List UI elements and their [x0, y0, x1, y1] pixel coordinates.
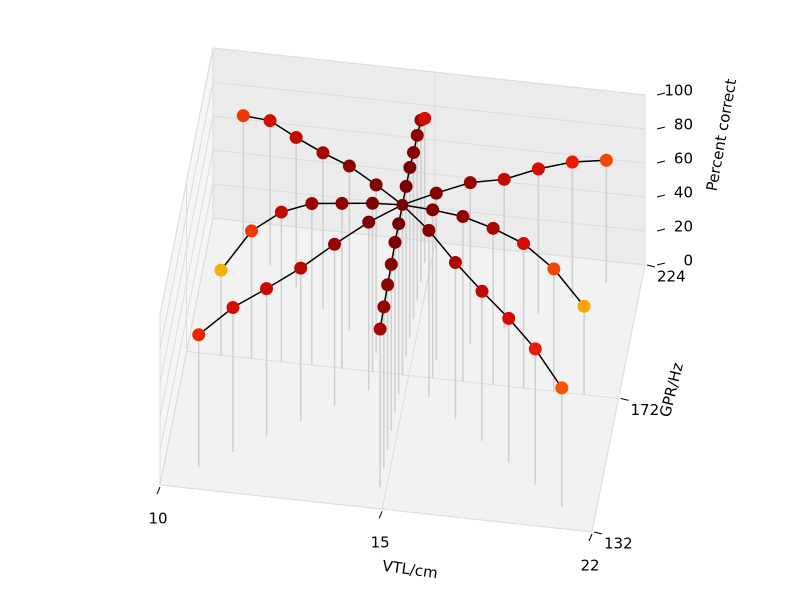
point [260, 282, 274, 296]
point [599, 153, 613, 167]
x-tick [378, 510, 383, 519]
point [214, 263, 228, 277]
x-tick-label: 22 [580, 557, 599, 575]
point [381, 278, 395, 292]
point [388, 235, 402, 249]
point [565, 155, 579, 169]
point [342, 159, 356, 173]
point [362, 215, 376, 229]
center-point [396, 198, 409, 211]
point [463, 176, 477, 190]
point [192, 328, 206, 342]
z-tick-label: 40 [674, 184, 693, 202]
z-tick [656, 92, 666, 96]
point [274, 205, 288, 219]
z-tick-label: 100 [664, 82, 693, 100]
z-tick [656, 228, 666, 232]
z-axis-label: Percent correct [703, 77, 740, 192]
point [289, 130, 303, 144]
point [236, 109, 250, 123]
point [531, 162, 545, 176]
x-tick [156, 486, 161, 495]
point [377, 300, 391, 314]
grid-line [159, 183, 214, 452]
z-tick [656, 160, 666, 164]
point [399, 179, 413, 193]
x-tick [588, 533, 593, 542]
plot-area [192, 109, 613, 507]
z-tick [656, 194, 666, 198]
point [517, 237, 531, 251]
point [456, 210, 470, 224]
point [486, 221, 500, 235]
y-tick-label: 132 [604, 535, 633, 553]
point [328, 237, 342, 251]
point [403, 161, 417, 175]
grid-line [159, 81, 214, 350]
point [263, 114, 277, 128]
point [555, 381, 569, 395]
z-tick-label: 80 [674, 116, 693, 134]
point [497, 172, 511, 186]
z-tick-label: 0 [683, 252, 693, 270]
point [418, 111, 432, 125]
point [373, 322, 387, 336]
grid-line [186, 350, 619, 399]
grid-line [212, 47, 646, 96]
point [429, 186, 443, 200]
grid-line [159, 149, 214, 418]
grid-line [159, 47, 214, 316]
y-tick [646, 264, 656, 268]
point [384, 257, 398, 271]
point [294, 261, 308, 275]
y-tick [593, 531, 603, 535]
point [365, 196, 379, 210]
x-tick-label: 15 [371, 534, 390, 552]
grid-line [212, 81, 646, 130]
point [426, 203, 440, 217]
y-axis-label: GPR/Hz [656, 361, 687, 419]
point [502, 311, 516, 325]
point [448, 255, 462, 269]
point [305, 196, 319, 210]
grid-line [159, 484, 593, 533]
y-tick [620, 397, 629, 401]
y-tick-label: 224 [657, 268, 686, 286]
point [410, 128, 424, 142]
point [335, 196, 349, 210]
spoke-line [428, 229, 563, 389]
x-tick-label: 10 [148, 510, 167, 528]
z-tick-label: 60 [674, 150, 693, 168]
point [369, 178, 383, 192]
grid-line [212, 115, 646, 164]
point [528, 342, 542, 356]
z-tick [656, 262, 666, 266]
spoke-line [198, 221, 370, 336]
point [475, 284, 489, 298]
point [547, 262, 561, 276]
point [407, 145, 421, 159]
z-tick [656, 126, 666, 130]
x-axis-label: VTL/cm [381, 557, 439, 583]
z-tick-label: 20 [674, 218, 693, 236]
grid-line [159, 217, 214, 486]
y-tick-label: 172 [631, 401, 660, 419]
point [422, 223, 436, 237]
point [392, 217, 406, 231]
grid-line [159, 115, 214, 384]
point [245, 224, 259, 238]
point [577, 299, 591, 313]
point [226, 301, 240, 315]
point [316, 146, 330, 160]
